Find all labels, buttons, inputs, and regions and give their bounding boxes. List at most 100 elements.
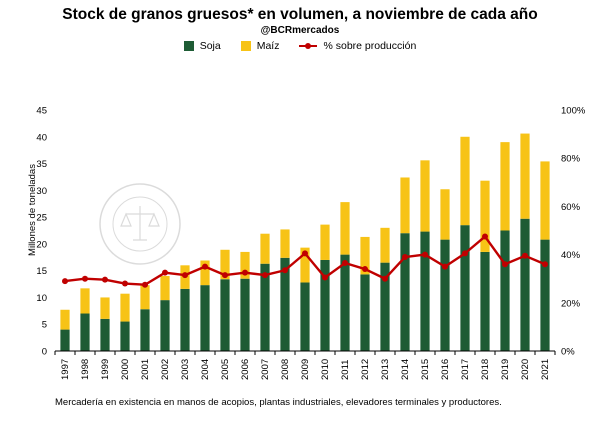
y2-tick-label: 20% [561,298,581,309]
bar-soja [220,279,230,351]
x-tick-label: 2002 [160,359,171,380]
y2-tick-label: 40% [561,250,581,261]
x-tick-label: 2020 [520,359,531,380]
bar-soja [500,230,510,351]
bar-maiz [540,161,550,240]
x-tick-label: 2014 [400,359,411,380]
bar-maiz [100,297,110,319]
bar-maiz [460,136,470,226]
y-tick-label: 20 [36,239,47,250]
x-tick-label: 2015 [420,359,431,380]
y-tick-label: 25 [36,213,47,224]
bar-maiz [260,233,270,264]
y-tick-label: 5 [42,320,47,331]
y-tick-label: 10 [36,293,47,304]
x-tick-label: 2006 [240,359,251,380]
y-tick-label: 40 [36,132,47,143]
legend-item-maiz: Maíz [240,40,280,52]
bar-maiz [280,229,290,258]
bar-soja [460,225,470,351]
point-porcentaje [502,261,508,268]
bar-soja [120,321,130,351]
point-porcentaje [302,250,308,257]
bar-soja [60,329,70,351]
x-tick-label: 2018 [480,359,491,380]
bar-maiz [120,293,130,322]
footnote: Mercadería en existencia en manos de aco… [55,397,502,408]
x-tick-label: 2021 [540,359,551,380]
bar-maiz [420,160,430,232]
bar-soja [360,274,370,351]
point-porcentaje [202,263,208,270]
bar-maiz [340,202,350,255]
y-tick-label: 15 [36,266,47,277]
legend-label-maiz: Maíz [256,40,280,52]
bar-soja [340,254,350,351]
legend: Soja Maíz % sobre producción [0,40,600,52]
y-tick-label: 35 [36,159,47,170]
point-porcentaje [362,266,368,273]
chart-subtitle: @BCRmercados [260,25,340,36]
x-tick-label: 2004 [200,359,211,380]
bar-soja [200,285,210,351]
bar-maiz [500,142,510,231]
point-porcentaje [382,275,388,282]
point-porcentaje [422,251,428,258]
point-porcentaje [342,260,348,267]
bar-maiz [400,177,410,234]
watermark-seal [99,183,181,265]
point-porcentaje [282,267,288,274]
x-tick-label: 2007 [260,359,271,380]
legend-label-porcentaje: % sobre producción [323,40,417,52]
y2-tick-label: 100% [561,106,586,117]
point-porcentaje [62,278,68,285]
legend-swatch-porcentaje [299,41,318,51]
x-tick-label: 2017 [460,359,471,380]
bar-soja [540,239,550,351]
y2-tick-label: 0% [561,347,575,358]
y2-tick-label: 80% [561,154,581,165]
x-tick-label: 2008 [280,359,291,380]
bar-maiz [80,288,90,314]
point-porcentaje [262,272,268,279]
point-porcentaje [242,269,248,276]
x-tick-label: 2011 [340,360,351,380]
bar-soja [260,263,270,351]
legend-item-porcentaje: % sobre producción [299,40,416,52]
legend-swatch-maiz [240,41,251,51]
bar-maiz [320,224,330,260]
bar-maiz [140,285,150,310]
point-porcentaje [102,276,108,283]
bar-maiz [520,133,530,219]
bar-maiz [380,227,390,263]
chart-title: Stock de granos gruesos* en volumen, a n… [62,6,538,23]
bar-soja [440,239,450,351]
bar-soja [180,288,190,351]
point-porcentaje [522,252,528,259]
x-tick-label: 2003 [180,359,191,380]
y2-tick-label: 60% [561,202,581,213]
bar-soja [80,313,90,351]
bar-soja [140,309,150,351]
bar-maiz [480,180,490,252]
bar-maiz [240,251,250,279]
bar-soja [420,231,430,351]
bar-soja [160,300,170,351]
point-porcentaje [162,269,168,276]
point-porcentaje [322,274,328,281]
legend-label-soja: Soja [199,40,221,52]
bar-soja [280,257,290,351]
bar-soja [400,233,410,351]
point-porcentaje [222,272,228,279]
bar-maiz [360,236,370,275]
legend-swatch-soja [183,41,194,51]
x-tick-label: 2010 [320,359,331,380]
bar-maiz [60,309,70,330]
bar-maiz [160,276,170,301]
bar-soja [480,251,490,351]
point-porcentaje [142,281,148,288]
point-porcentaje [82,275,88,282]
bar-soja [240,278,250,351]
x-tick-label: 2009 [300,359,311,380]
